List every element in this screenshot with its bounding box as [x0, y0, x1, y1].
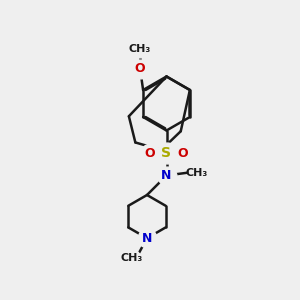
Text: CH₃: CH₃: [121, 253, 143, 263]
Text: CH₃: CH₃: [185, 167, 208, 178]
Text: N: N: [161, 169, 172, 182]
Text: O: O: [178, 146, 188, 160]
Text: S: S: [161, 146, 172, 160]
Text: O: O: [145, 146, 155, 160]
Text: O: O: [135, 62, 146, 76]
Text: CH₃: CH₃: [129, 44, 151, 55]
Text: N: N: [142, 232, 152, 245]
